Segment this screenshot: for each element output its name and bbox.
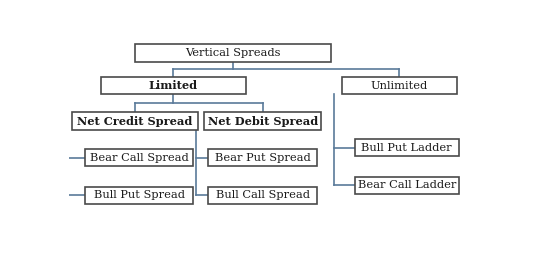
- Bar: [355, 139, 459, 156]
- Text: Net Debit Spread: Net Debit Spread: [207, 116, 318, 127]
- Bar: [101, 77, 246, 94]
- Bar: [85, 187, 194, 204]
- Text: Vertical Spreads: Vertical Spreads: [185, 48, 280, 58]
- Bar: [204, 112, 321, 130]
- Bar: [208, 187, 317, 204]
- Text: Bull Put Spread: Bull Put Spread: [94, 190, 185, 200]
- Text: Bull Call Spread: Bull Call Spread: [216, 190, 310, 200]
- Text: Bear Call Spread: Bear Call Spread: [90, 153, 189, 163]
- Bar: [355, 177, 459, 194]
- Text: Bear Call Ladder: Bear Call Ladder: [358, 180, 456, 190]
- Text: Unlimited: Unlimited: [371, 81, 428, 91]
- Text: Bull Put Ladder: Bull Put Ladder: [361, 143, 452, 153]
- Bar: [85, 149, 194, 166]
- Text: Bear Put Spread: Bear Put Spread: [215, 153, 311, 163]
- Bar: [208, 149, 317, 166]
- Text: Limited: Limited: [148, 80, 198, 91]
- Bar: [342, 77, 456, 94]
- Bar: [135, 44, 331, 62]
- Text: Net Credit Spread: Net Credit Spread: [77, 116, 192, 127]
- Bar: [72, 112, 197, 130]
